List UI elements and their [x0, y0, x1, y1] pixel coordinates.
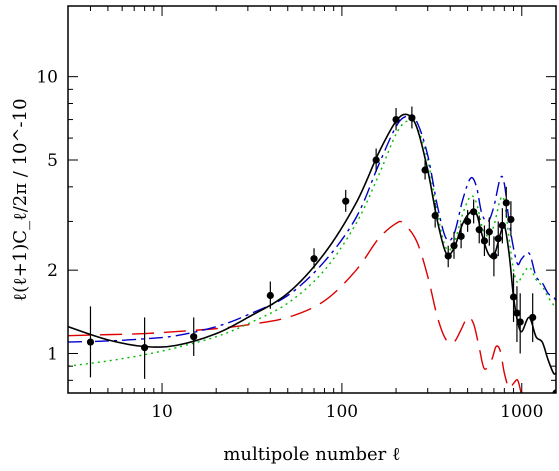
data-marker	[494, 235, 502, 243]
data-marker	[498, 221, 506, 230]
model-curve-solid-black	[68, 113, 556, 375]
data-point	[464, 209, 472, 232]
data-point	[485, 217, 493, 246]
data-point	[552, 377, 556, 393]
plot-frame	[67, 5, 557, 394]
data-marker	[502, 199, 510, 207]
data-marker	[310, 255, 318, 263]
data-point	[266, 281, 274, 309]
data-marker	[408, 114, 416, 122]
data-point	[310, 248, 318, 269]
data-marker	[490, 252, 498, 260]
data-point	[470, 199, 478, 224]
x-tick-label: 10	[151, 402, 173, 422]
data-point	[190, 317, 198, 356]
model-curve-dotted-green	[68, 119, 556, 367]
data-marker	[529, 313, 537, 322]
data-marker	[342, 197, 350, 205]
data-marker	[190, 333, 198, 341]
data-marker	[480, 237, 489, 245]
data-point	[507, 201, 515, 237]
data-point	[494, 221, 502, 257]
data-marker	[475, 226, 483, 234]
data-point	[431, 202, 439, 228]
x-tick-label: 100	[326, 402, 358, 422]
data-marker	[421, 166, 429, 174]
data-point	[408, 106, 416, 129]
data-point	[421, 160, 429, 180]
data-point	[450, 231, 458, 259]
data-marker	[141, 344, 149, 352]
data-marker	[450, 242, 458, 250]
x-tick-label: 1000	[500, 402, 543, 422]
data-marker	[509, 293, 518, 301]
y-tick-label: 1	[47, 345, 58, 365]
data-point	[444, 245, 452, 268]
y-tick-label: 10	[36, 68, 58, 88]
data-point	[392, 108, 400, 131]
data-point	[475, 215, 483, 244]
data-point	[529, 293, 537, 343]
data-marker	[552, 389, 556, 393]
y-tick-label: 2	[47, 261, 58, 281]
data-marker	[485, 228, 493, 236]
y-tick-label: 5	[47, 151, 58, 171]
data-marker	[507, 215, 515, 224]
data-marker	[86, 338, 95, 346]
axis-ticks: 10 100 1000 1 2 5 10	[36, 6, 556, 422]
model-curve-dashdot-blue	[68, 114, 556, 343]
data-point	[502, 186, 510, 218]
series-layer	[68, 113, 556, 393]
x-axis-title: multipole number ℓ	[223, 444, 400, 465]
data-point	[457, 223, 465, 249]
y-axis-title: ℓ(ℓ+1)C_ℓ/2π / 10^-10	[10, 98, 31, 301]
data-marker	[372, 156, 380, 164]
data-marker	[516, 318, 524, 326]
data-marker	[266, 291, 274, 300]
data-marker	[431, 211, 439, 220]
data-point	[86, 306, 95, 378]
data-point	[141, 317, 149, 379]
data-point	[342, 189, 350, 212]
data-marker	[470, 208, 478, 216]
data-point	[480, 225, 489, 257]
data-point	[516, 293, 524, 354]
data-point	[513, 286, 521, 343]
data-marker	[392, 115, 400, 124]
data-marker	[444, 252, 452, 260]
data-marker	[464, 217, 472, 226]
data-marker	[513, 309, 521, 317]
data-points-layer	[86, 106, 556, 393]
data-point	[372, 148, 380, 172]
data-point	[498, 208, 506, 244]
model-curve-dashed-red	[68, 220, 522, 393]
data-point	[490, 236, 498, 277]
data-marker	[457, 232, 465, 240]
